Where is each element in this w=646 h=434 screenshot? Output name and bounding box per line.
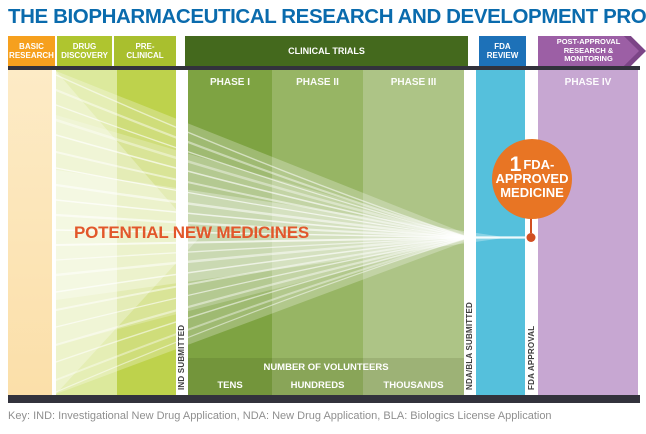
stage-tab-label: DISCOVERY <box>61 51 108 60</box>
stage-tab-label: PRE- <box>135 42 155 51</box>
milestone-ind-submitted: IND SUBMITTED <box>177 324 186 390</box>
phase-1-label: PHASE I <box>209 77 250 88</box>
stage-tab-label: RESEARCH & <box>563 45 614 55</box>
phase-4-label: PHASE IV <box>564 77 612 88</box>
stage-tab-label: FDA <box>494 42 511 51</box>
fda-approved-medicine-badge: 1 FDA- APPROVED MEDICINE <box>492 139 572 219</box>
stage-tab-post-approval: POST-APPROVAL RESEARCH & MONITORING <box>538 36 639 66</box>
page-title: THE BIOPHARMACEUTICAL RESEARCH AND DEVEL… <box>8 5 646 28</box>
stage-tab-label: CLINICAL TRIALS <box>288 45 365 56</box>
bottom-divider-bar <box>8 395 640 403</box>
volunteers-hundreds: HUNDREDS <box>290 380 345 391</box>
column-phase-4 <box>538 70 638 395</box>
milestone-nda-bla-submitted: NDA/BLA SUBMITTED <box>465 302 474 390</box>
potential-new-medicines-label: POTENTIAL NEW MEDICINES <box>74 223 309 242</box>
stage-tab-label: POST-APPROVAL <box>556 37 621 47</box>
funnel-graphic <box>54 71 536 394</box>
header-divider-bar <box>8 66 640 70</box>
stage-tab-clinical-trials: CLINICAL TRIALS <box>185 36 468 66</box>
approved-medicine-marker <box>526 218 536 242</box>
stage-tab-pre-clinical: PRE- CLINICAL <box>114 36 176 66</box>
volunteers-thousands: THOUSANDS <box>383 380 444 391</box>
stage-tab-basic-research: BASIC RESEARCH <box>8 36 55 66</box>
stage-tab-drug-discovery: DRUG DISCOVERY <box>57 36 112 66</box>
volunteers-tens: TENS <box>217 380 243 391</box>
approved-medicine-line2: APPROVED <box>495 171 569 186</box>
approved-medicine-line3: MEDICINE <box>500 185 564 200</box>
milestone-fda-approval: FDA APPROVAL <box>527 325 536 390</box>
abbreviation-key: Key: IND: Investigational New Drug Appli… <box>8 410 552 422</box>
stage-tab-label: MONITORING <box>564 54 613 64</box>
phase-2-label: PHASE II <box>296 77 339 88</box>
stage-tab-fda-review: FDA REVIEW <box>479 36 526 66</box>
stage-tab-label: REVIEW <box>486 51 519 60</box>
stage-tab-label: CLINICAL <box>126 51 164 60</box>
approved-medicine-fda: FDA- <box>523 157 555 172</box>
column-drug-discovery <box>56 70 117 395</box>
approved-medicine-line1: 1 FDA- <box>510 154 555 175</box>
volunteers-heading: NUMBER OF VOLUNTEERS <box>263 361 389 373</box>
stage-tab-label: BASIC <box>19 42 44 51</box>
stage-tab-label: RESEARCH <box>9 51 54 60</box>
column-fda-review <box>476 70 525 395</box>
approved-medicine-count: 1 <box>509 153 522 176</box>
volunteers-band: NUMBER OF VOLUNTEERS TENS HUNDREDS THOUS… <box>188 358 464 395</box>
stage-tab-label: DRUG <box>72 42 97 51</box>
phase-3-label: PHASE III <box>390 77 437 88</box>
column-basic-research <box>8 70 52 395</box>
